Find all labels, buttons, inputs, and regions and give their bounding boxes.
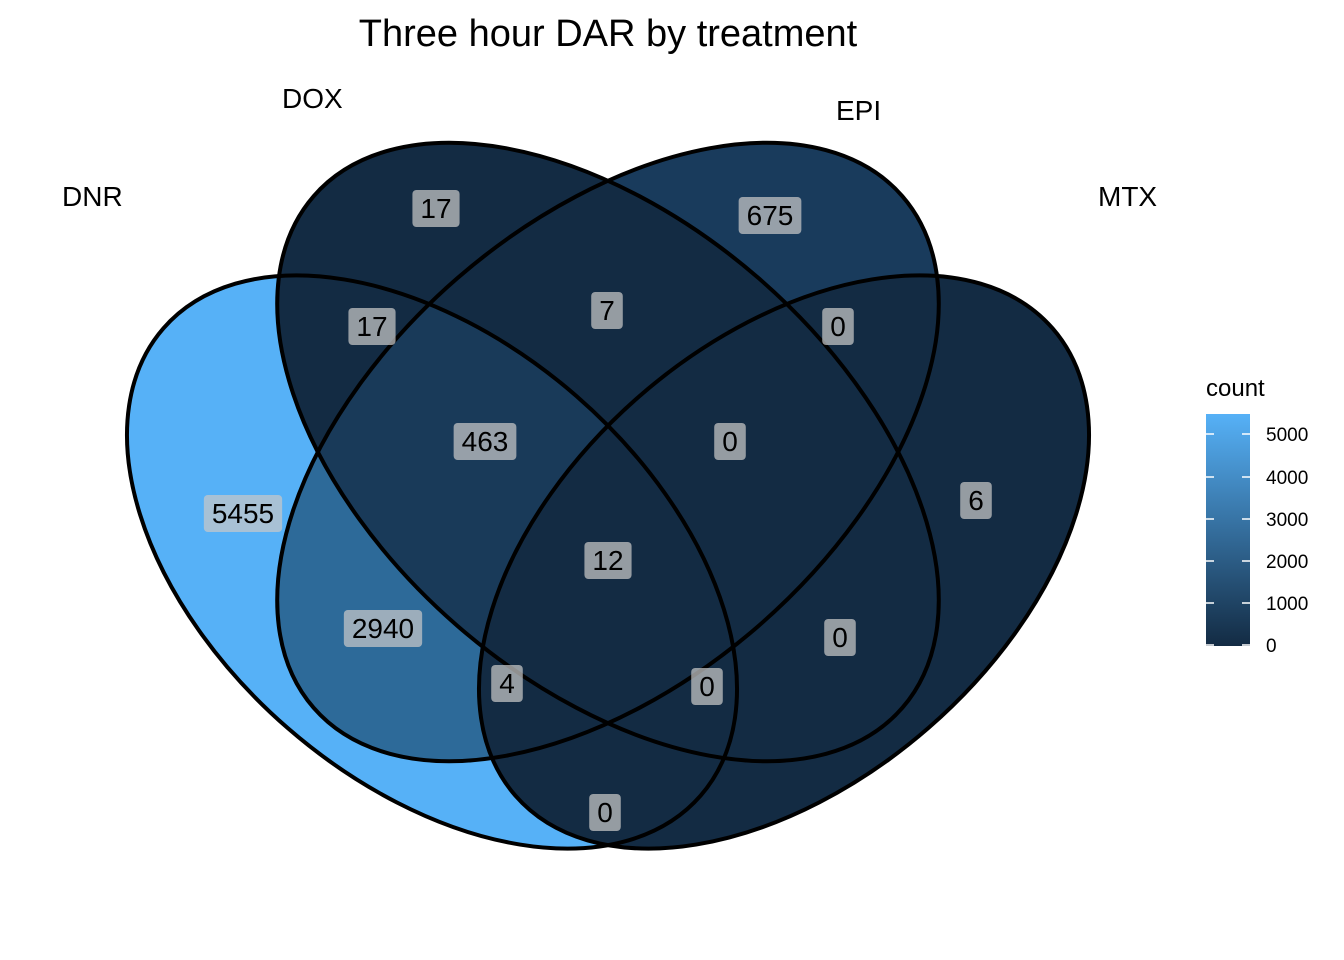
set-label-dox: DOX (282, 83, 343, 114)
region-count: 4 (499, 668, 515, 699)
region-label-all-four: 12 (584, 542, 632, 579)
region-label-dnr-only: 5455 (203, 495, 283, 532)
legend-tick-label: 5000 (1266, 425, 1308, 446)
region-label-dox-epi-mtx: 0 (714, 423, 746, 460)
legend-tick-marks (1206, 433, 1250, 646)
region-label-box (591, 292, 623, 329)
legend: count 5000 4000 3000 2000 1000 0 (1206, 375, 1308, 657)
region-label-box (738, 197, 802, 234)
region-count: 17 (420, 193, 451, 224)
region-label-dnr-mtx: 0 (589, 794, 621, 831)
set-label-dnr: DNR (62, 181, 123, 212)
region-count: 12 (592, 545, 623, 576)
region-count: 675 (747, 200, 794, 231)
region-label-dox-epi: 7 (591, 292, 623, 329)
region-label-box (584, 542, 632, 579)
ellipse-mtx (477, 273, 1091, 851)
region-count: 0 (597, 797, 613, 828)
ellipse-epi (275, 140, 941, 764)
region-label-dox-only: 17 (412, 190, 460, 227)
venn-outlines (125, 140, 1091, 851)
region-count: 2940 (352, 613, 414, 644)
set-label-mtx: MTX (1098, 181, 1157, 212)
region-count: 0 (830, 311, 846, 342)
ellipse-dox (275, 140, 941, 764)
region-label-box (714, 423, 746, 460)
legend-colorbar (1206, 414, 1250, 646)
region-label-box (822, 308, 854, 345)
region-label-box (348, 308, 396, 345)
region-count: 463 (462, 426, 509, 457)
region-label-box (589, 794, 621, 831)
region-label-dox-mtx: 0 (824, 619, 856, 656)
legend-tick-label: 4000 (1266, 468, 1308, 489)
legend-tick-label: 3000 (1266, 510, 1308, 531)
region-label-dnr-epi: 2940 (343, 610, 423, 647)
legend-tick-label: 1000 (1266, 594, 1308, 615)
region-label-box (343, 610, 423, 647)
region-label-box (203, 495, 283, 532)
region-count: 7 (599, 295, 615, 326)
legend-tick-label: 0 (1266, 636, 1277, 657)
region-count: 0 (699, 671, 715, 702)
chart-title: Three hour DAR by treatment (359, 13, 858, 55)
region-label-box (691, 668, 723, 705)
region-label-dnr-dox-mtx: 0 (691, 668, 723, 705)
region-labels: 17 675 17 7 0 463 0 5455 6 12 2940 0 4 0 0 (203, 190, 992, 831)
region-label-dnr-epi-mtx: 4 (491, 665, 523, 702)
region-count: 0 (832, 622, 848, 653)
region-label-epi-mtx: 0 (822, 308, 854, 345)
ellipse-dnr (125, 273, 739, 851)
region-count: 6 (968, 485, 984, 516)
region-label-box (824, 619, 856, 656)
region-label-mtx-only: 6 (960, 482, 992, 519)
region-label-box (412, 190, 460, 227)
region-label-box (491, 665, 523, 702)
region-label-epi-only: 675 (738, 197, 802, 234)
region-label-box (960, 482, 992, 519)
region-count: 17 (356, 311, 387, 342)
region-label-dnr-dox-epi: 463 (453, 423, 517, 460)
region-label-box (453, 423, 517, 460)
region-count: 5455 (212, 498, 274, 529)
region-label-dnr-dox: 17 (348, 308, 396, 345)
legend-title: count (1206, 375, 1265, 402)
legend-tick-label: 2000 (1266, 552, 1308, 573)
region-count: 0 (722, 426, 738, 457)
set-label-epi: EPI (836, 95, 881, 126)
